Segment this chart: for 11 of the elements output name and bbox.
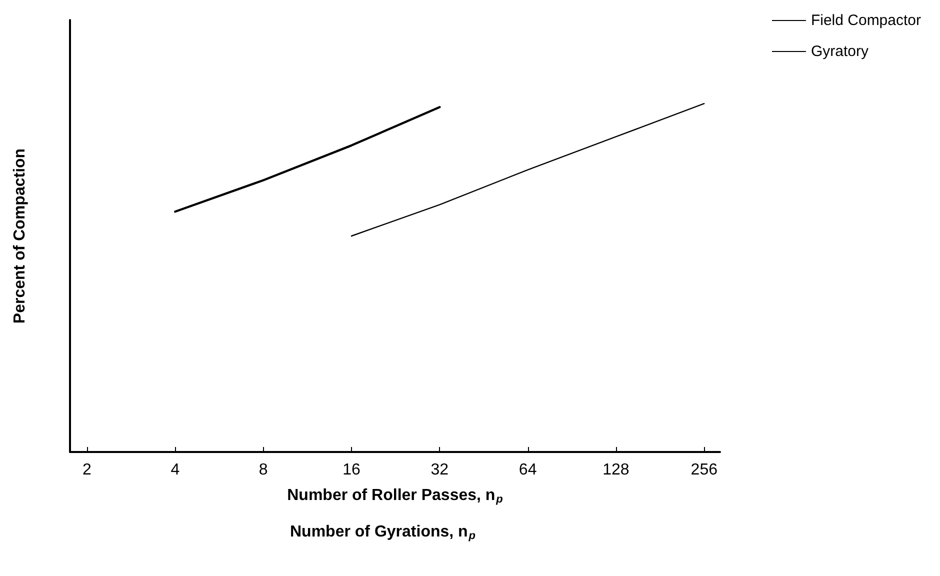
legend-label: Field Compactor bbox=[810, 12, 922, 29]
y-axis-title: Percent of Compaction bbox=[12, 148, 28, 324]
x-tick-label: 8 bbox=[258, 462, 268, 478]
x-tick-label: 32 bbox=[430, 462, 449, 478]
x-tick-label: 128 bbox=[602, 462, 630, 478]
legend-label: Gyratory bbox=[810, 43, 869, 60]
x-tick-label: 16 bbox=[342, 462, 360, 478]
x-tick-label: 256 bbox=[690, 462, 718, 478]
x-tick-label: 4 bbox=[170, 462, 180, 478]
x-tick-label: 2 bbox=[82, 462, 92, 478]
x-tick-label: 64 bbox=[518, 462, 537, 478]
